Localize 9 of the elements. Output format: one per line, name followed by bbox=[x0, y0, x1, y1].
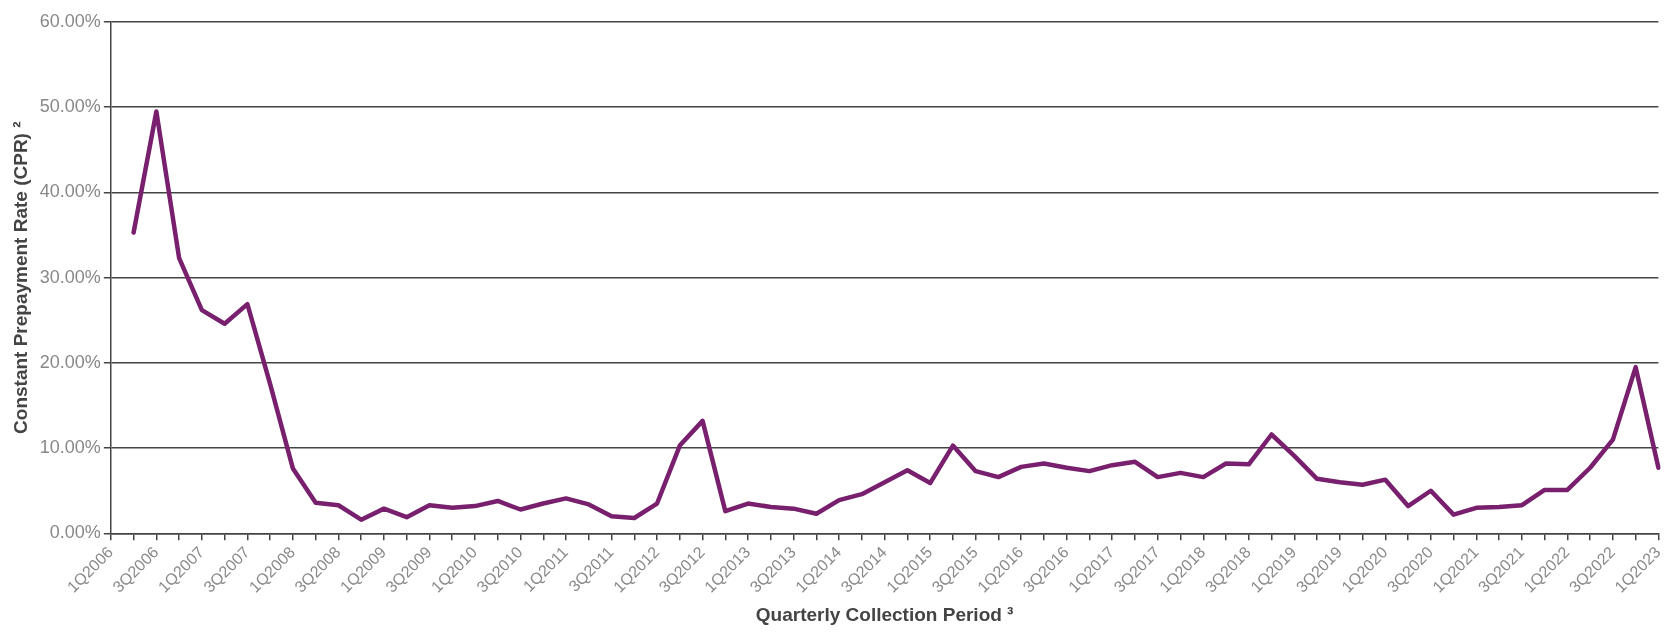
y-tick-label: 0.00% bbox=[49, 522, 101, 543]
x-axis-title: Quarterly Collection Period ³ bbox=[755, 603, 1014, 625]
y-tick-label: 10.00% bbox=[39, 437, 101, 458]
y-tick-label: 50.00% bbox=[39, 96, 101, 117]
y-tick-label: 40.00% bbox=[39, 181, 101, 202]
y-tick-label: 60.00% bbox=[39, 10, 101, 31]
y-axis-title: Constant Prepayment Rate (CPR) ² bbox=[9, 121, 31, 434]
y-tick-label: 20.00% bbox=[39, 351, 101, 372]
y-tick-label: 30.00% bbox=[39, 266, 101, 287]
